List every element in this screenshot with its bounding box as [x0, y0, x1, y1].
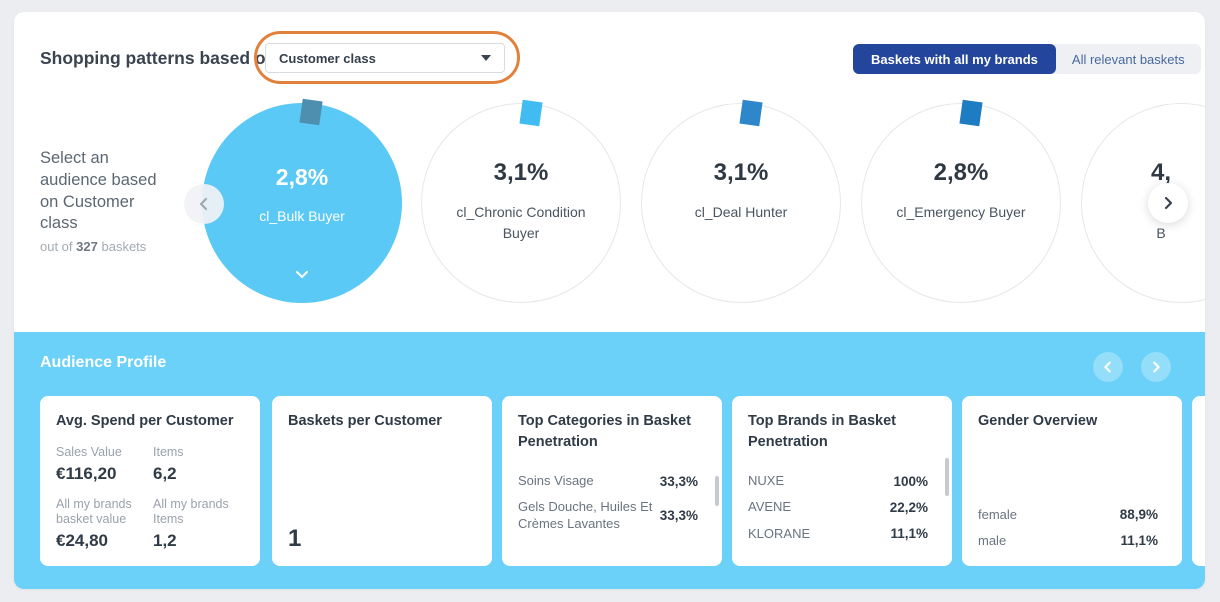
segment-label: cl_Emergency Buyer — [896, 204, 1026, 221]
segment-label: cl_Chronic Condition Buyer — [456, 204, 586, 241]
chevron-right-icon — [1164, 196, 1173, 210]
segments-prev-button[interactable] — [184, 184, 224, 224]
basket-count: 327 — [76, 239, 98, 254]
segment-share-notch — [959, 99, 983, 127]
chevron-right-icon — [1153, 361, 1160, 373]
segment-value: 2,8% — [275, 164, 329, 190]
segments-next-button[interactable] — [1148, 183, 1188, 223]
profile-cards-prev-button[interactable] — [1093, 352, 1123, 382]
metric-brands-items: All my brands Items 1,2 — [153, 496, 229, 550]
audience-profile-section: Audience Profile Avg. Spend per Customer… — [14, 332, 1205, 589]
card-top-brands: Top Brands in Basket Penetration NUXE 10… — [732, 396, 952, 566]
card-title: Baskets per Customer — [288, 413, 442, 429]
metric-brands-basket-value: All my brands basket value €24,80 — [56, 496, 132, 550]
baskets-per-customer-value: 1 — [288, 525, 302, 552]
segment-bubble-bulk-buyer[interactable]: 2,8% cl_Bulk Buyer — [202, 98, 402, 303]
segment-value: 3,1% — [713, 159, 769, 186]
segment-share-notch — [739, 99, 763, 127]
card-avg-spend-per-customer: Avg. Spend per Customer Sales Value €116… — [40, 396, 260, 566]
chevron-down-icon — [294, 266, 310, 287]
segment-bubble-deal-hunter[interactable]: 3,1% cl_Deal Hunter — [641, 99, 841, 303]
scrollbar-thumb[interactable] — [945, 458, 949, 496]
toggle-all-relevant-baskets[interactable]: All relevant baskets — [1071, 51, 1185, 67]
segment-value: 2,8% — [933, 159, 989, 186]
card-top-categories: Top Categories in Basket Penetration Soi… — [502, 396, 722, 566]
segment-label: cl_Deal Hunter — [694, 204, 788, 221]
basket-scope-toggle: Baskets with all my brands All relevant … — [853, 44, 1201, 74]
segment-share-notch — [299, 98, 323, 126]
chevron-down-icon — [481, 55, 491, 61]
gender-row: male 11,1% — [978, 532, 1158, 549]
metric-items: Items 6,2 — [153, 445, 184, 483]
segment-bubble-chronic-condition-buyer[interactable]: 3,1% cl_Chronic Condition Buyer — [421, 99, 621, 303]
category-rows: Soins Visage 33,3% Gels Douche, Huiles E… — [518, 473, 706, 532]
annotation-highlight-ring — [254, 31, 520, 84]
brand-row: NUXE 100% — [748, 473, 928, 489]
metric-sales-value: Sales Value €116,20 — [56, 445, 122, 483]
card-gender-overview: Gender Overview female 88,9% male 11,1% — [962, 396, 1182, 566]
card-title: Top Brands in Basket Penetration — [748, 413, 896, 451]
basket-count-note: out of 327 baskets — [40, 239, 147, 254]
gender-row: female 88,9% — [978, 506, 1158, 523]
page-title: Shopping patterns based on — [40, 48, 277, 68]
gender-rows: female 88,9% male 11,1% — [978, 507, 1166, 552]
dropdown-selected-value: Customer class — [279, 50, 376, 66]
chevron-left-icon — [199, 197, 208, 211]
audience-select-description: Select an audience based on Customer cla… — [40, 149, 157, 233]
chevron-left-icon — [1104, 361, 1111, 373]
profile-cards-next-button[interactable] — [1141, 352, 1171, 382]
segment-label: cl_Bulk Buyer — [259, 208, 345, 225]
category-row: Soins Visage 33,3% — [518, 473, 698, 489]
segment-value: 3,1% — [493, 159, 549, 186]
audience-profile-title: Audience Profile — [40, 354, 167, 371]
brand-row: AVENE 22,2% — [748, 499, 928, 515]
card-title: Avg. Spend per Customer — [56, 413, 234, 429]
scrollbar-thumb[interactable] — [715, 476, 719, 506]
audience-dimension-dropdown[interactable]: Customer class — [265, 43, 505, 73]
card-title: Top Categories in Basket Penetration — [518, 413, 691, 451]
toggle-baskets-with-all-my-brands[interactable]: Baskets with all my brands — [853, 44, 1056, 74]
card-baskets-per-customer: Baskets per Customer 1 — [272, 396, 492, 566]
brand-rows: NUXE 100% AVENE 22,2% KLORANE 11,1% — [748, 473, 936, 542]
segment-value: 4, — [1150, 159, 1171, 186]
card-title: Gender Overview — [978, 413, 1098, 429]
category-row: Gels Douche, Huiles Et Crèmes Lavantes 3… — [518, 499, 698, 531]
metric-grid: Sales Value €116,20 Items 6,2 All my bra… — [56, 445, 244, 551]
card-partial — [1192, 396, 1205, 566]
segment-bubble-emergency-buyer[interactable]: 2,8% cl_Emergency Buyer — [861, 99, 1061, 303]
main-panel: Shopping patterns based on Customer clas… — [14, 12, 1205, 589]
brand-row: KLORANE 11,1% — [748, 525, 928, 542]
segment-share-notch — [519, 99, 543, 127]
